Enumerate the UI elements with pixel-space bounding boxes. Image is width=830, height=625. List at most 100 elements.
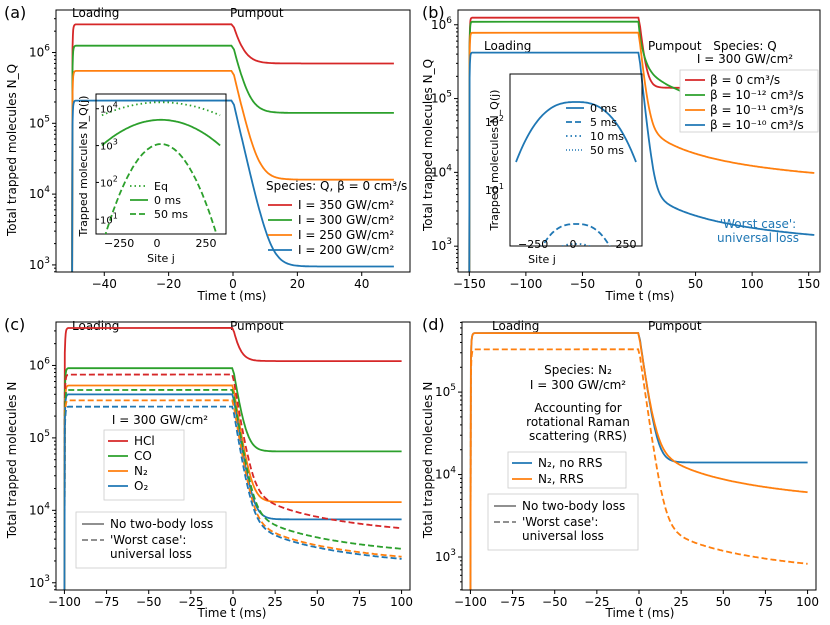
panel-d-rrs-line3: scattering (RRS) (529, 429, 627, 443)
inset-b-legend-0ms-label: 0 ms (590, 102, 617, 115)
legend-n2-label: N₂ (134, 464, 148, 478)
legend-300-label: I = 300 GW/cm² (298, 213, 394, 227)
panel-d: (d) Loading Pumpout Species: N₂ I = 300 … (421, 315, 819, 620)
panel-c-style-legend: No two-body loss 'Worst case': universal… (75, 511, 227, 569)
inset-b-legend-50ms-label: 50 ms (590, 144, 624, 157)
legend-n2-norrs-label: N₂, no RRS (538, 456, 602, 470)
x-tick-label: 75 (352, 595, 367, 609)
panel-b-inset-legend: 0 ms 5 ms 10 ms 50 ms (566, 102, 624, 157)
panel-b-y-axis-label: Total trapped molecules N_Q (421, 59, 435, 232)
panel-b-inset-y-axis-label: Trapped molecules N_Q(j) (488, 90, 501, 232)
legend-c-solid-label: No two-body loss (110, 517, 213, 531)
panel-b-x-axis-label: Time t (ms) (604, 289, 674, 303)
series-line (71, 70, 394, 272)
x-tick-label: −25 (584, 595, 609, 609)
series-line (469, 332, 808, 590)
x-tick-label: −50 (570, 277, 595, 291)
legend-d-dashed-label-2: universal loss (522, 529, 604, 543)
panel-b-x-tick-labels: −150 −100 −50 0 50 100 150 (453, 272, 820, 291)
panel-d-intensity-annotation: I = 300 GW/cm² (530, 378, 626, 392)
panel-b-inset-series-lines (515, 101, 637, 246)
panel-a-y-tick-labels: 103 104 105 106 (29, 18, 56, 273)
x-tick-label: 75 (758, 595, 773, 609)
y-tick-label: 105 (29, 114, 50, 130)
inset-legend-50ms-label: 50 ms (154, 208, 188, 221)
panel-a-inset-x-tick-pos: 250 (196, 237, 217, 250)
inset-y-tick-label: 102 (100, 174, 118, 189)
inset-b-series-line (541, 223, 611, 246)
panel-d-x-tick-labels: −100 −75 −50 −25 0 25 50 75 100 (454, 590, 819, 609)
y-tick-label: 103 (435, 548, 456, 564)
x-tick-label: 0 (229, 595, 237, 609)
panel-b-loading-annotation: Loading (484, 39, 531, 53)
legend-hcl-label: HCl (134, 434, 155, 448)
series-line (71, 44, 394, 272)
x-tick-label: 150 (797, 277, 820, 291)
panel-b-inset-x-tick-pos: 250 (616, 238, 637, 251)
panel-c-intensity-annotation: I = 300 GW/cm² (112, 413, 208, 427)
x-tick-label: −100 (48, 595, 81, 609)
x-tick-label: −50 (136, 595, 161, 609)
panel-d-style-legend: No two-body loss 'Worst case': universal… (487, 493, 639, 551)
inset-legend-0ms-label: 0 ms (154, 194, 181, 207)
panel-b-label: (b) (422, 3, 445, 22)
series-line (468, 31, 815, 272)
panel-d-x-axis-label: Time t (ms) (604, 606, 674, 620)
panel-c-pumpout-annotation: Pumpout (230, 319, 284, 333)
panel-d-series-legend-box (507, 451, 627, 489)
y-tick-label: 103 (29, 574, 50, 590)
panel-a-inset-x-tick-neg: −250 (104, 237, 134, 250)
inset-y-tick-label: 101 (100, 211, 118, 226)
x-tick-label: 0 (229, 277, 237, 291)
panel-d-axes-frame (461, 321, 817, 591)
y-tick-label: 104 (29, 501, 50, 517)
legend-350-label: I = 350 GW/cm² (298, 198, 394, 212)
panel-a-legend-title: Species: Q, β = 0 cm³/s (266, 179, 407, 193)
panel-b-inset: 102 101 −250 0 250 Site j Trapped molecu… (485, 73, 643, 266)
series-line (63, 373, 402, 590)
panel-a-x-tick-labels: −40 −20 0 20 40 (92, 272, 369, 291)
x-tick-label: −20 (156, 277, 181, 291)
panel-c-y-tick-labels: 103 104 105 106 (29, 330, 56, 591)
series-line (63, 326, 402, 590)
y-tick-label: 104 (29, 185, 50, 201)
legend-beta11-label: β = 10⁻¹¹ cm³/s (710, 103, 804, 117)
panel-d-species-annotation: Species: N₂ (544, 363, 612, 377)
panel-d-loading-annotation: Loading (492, 319, 539, 333)
panel-b-worst-case-annotation: 'Worst case': (720, 217, 796, 231)
y-tick-label: 103 (29, 256, 50, 272)
panel-a-inset-x-tick-zero: 0 (154, 237, 161, 250)
panel-b-y-tick-labels: 103 104 105 106 (431, 16, 458, 269)
panel-d-rrs-line1: Accounting for (534, 401, 621, 415)
x-tick-label: −75 (94, 595, 119, 609)
panel-c-axes-frame (55, 321, 411, 591)
panel-c-x-axis-label: Time t (ms) (196, 606, 266, 620)
series-line (71, 99, 394, 272)
x-tick-label: −40 (92, 277, 117, 291)
x-tick-label: −50 (542, 595, 567, 609)
legend-beta12-label: β = 10⁻¹² cm³/s (710, 88, 804, 102)
legend-c-dashed-label-2: universal loss (110, 547, 192, 561)
legend-co-label: CO (134, 449, 152, 463)
panel-a-axes-frame (55, 9, 411, 273)
y-tick-label: 104 (435, 466, 456, 482)
legend-n2-rrs-label: N₂, RRS (538, 472, 584, 486)
panel-b-inset-frame (509, 73, 643, 247)
legend-250-label: I = 250 GW/cm² (298, 228, 394, 242)
series-line (468, 51, 815, 272)
inset-y-tick-label: 104 (100, 101, 118, 116)
panel-a-inset-x-axis-label: Site j (147, 252, 175, 265)
panel-d-y-tick-labels: 103 104 105 (435, 321, 462, 591)
series-line (63, 399, 402, 590)
legend-o2-label: O₂ (134, 479, 148, 493)
x-tick-label: 25 (268, 595, 283, 609)
panel-c-y-axis-label: Total trapped molecules N (5, 382, 19, 540)
panel-c-label: (c) (4, 315, 25, 334)
y-tick-label: 105 (29, 429, 50, 445)
legend-c-dashed-label: 'Worst case': (110, 533, 186, 547)
inset-legend-eq-label: Eq (154, 180, 168, 193)
panel-a-y-axis-label: Total trapped molecules N_Q (5, 64, 19, 237)
panel-d-label: (d) (422, 315, 445, 334)
inset-b-series-line (515, 101, 637, 163)
panel-a-x-axis-label: Time t (ms) (196, 289, 266, 303)
